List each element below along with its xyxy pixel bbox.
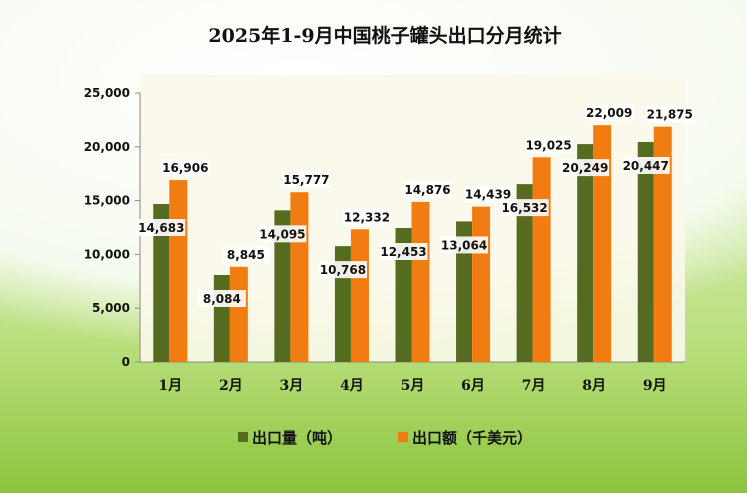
bar-value — [472, 206, 491, 362]
y-tick-label: 20,000 — [84, 140, 130, 154]
bar-volume — [516, 184, 533, 362]
x-tick-label: 5月 — [401, 378, 425, 394]
x-tick-label: 3月 — [280, 378, 304, 394]
data-label-volume: 20,447 — [623, 159, 669, 173]
value-label-box — [342, 208, 391, 226]
bar-value — [532, 157, 551, 362]
value-label-box — [221, 245, 270, 263]
x-tick-label: 6月 — [461, 378, 485, 394]
volume-label-box — [440, 236, 489, 254]
data-label-volume: 14,683 — [138, 221, 184, 235]
data-label-value: 14,876 — [404, 183, 450, 197]
data-label-value: 22,009 — [586, 106, 632, 120]
bar-value — [350, 229, 369, 362]
data-label-value: 19,025 — [525, 138, 571, 152]
data-label-volume: 14,095 — [259, 227, 305, 241]
volume-label-box — [137, 219, 186, 237]
value-label-box — [645, 105, 694, 123]
bar-volume — [153, 204, 170, 362]
x-tick-label: 4月 — [340, 378, 364, 394]
volume-label-box — [500, 199, 549, 217]
y-tick-label: 0 — [122, 355, 130, 369]
data-label-value: 15,777 — [283, 173, 329, 187]
y-tick-label: 10,000 — [84, 247, 130, 261]
volume-label-box — [561, 159, 610, 177]
legend: 出口量（吨） 出口额（千美元） — [238, 429, 532, 447]
bar-value — [229, 266, 248, 362]
volume-label-box — [197, 290, 246, 308]
bar-value — [411, 201, 430, 362]
bar-value — [169, 180, 188, 362]
value-label-box — [403, 180, 452, 198]
value-label-box — [464, 185, 513, 203]
value-label-box — [161, 159, 210, 177]
value-label-box — [585, 104, 634, 122]
value-label-box — [282, 171, 331, 189]
legend-swatch-value — [398, 432, 408, 442]
data-label-value: 21,875 — [647, 108, 693, 122]
bar-value — [593, 125, 612, 362]
x-tick-label: 8月 — [582, 378, 606, 394]
bar-volume — [456, 221, 473, 362]
legend-label-value: 出口额（千美元） — [412, 429, 532, 447]
volume-label-box — [379, 243, 428, 261]
legend-label-volume: 出口量（吨） — [252, 429, 342, 447]
bar-value — [290, 192, 309, 362]
bar-volume — [637, 141, 654, 362]
data-label-volume: 12,453 — [380, 245, 426, 259]
bar-volume — [213, 275, 230, 362]
data-label-volume: 16,532 — [501, 201, 547, 215]
data-label-volume: 10,768 — [320, 263, 366, 277]
volume-label-box — [318, 261, 367, 279]
bar-value — [653, 126, 672, 362]
x-tick-label: 2月 — [219, 378, 243, 394]
data-label-volume: 13,064 — [441, 238, 487, 252]
y-tick-label: 25,000 — [84, 86, 130, 100]
x-tick-label: 9月 — [643, 378, 667, 394]
x-tick-label: 7月 — [522, 378, 546, 394]
y-tick-label: 5,000 — [92, 301, 130, 315]
volume-label-box — [621, 156, 670, 174]
bar-volume — [577, 144, 594, 362]
bar-volume — [274, 210, 291, 362]
y-tick-label: 15,000 — [84, 194, 130, 208]
data-label-value: 12,332 — [344, 210, 390, 224]
bar-volume — [395, 228, 412, 362]
data-label-value: 16,906 — [162, 161, 208, 175]
volume-label-box — [258, 225, 307, 243]
data-label-volume: 8,084 — [203, 292, 241, 306]
chart-title: 2025年1-9月中国桃子罐头出口分月统计 — [208, 24, 561, 47]
data-label-volume: 20,249 — [562, 161, 608, 175]
value-label-box — [524, 136, 573, 154]
legend-swatch-volume — [238, 432, 248, 442]
x-tick-label: 1月 — [158, 378, 182, 394]
data-label-value: 8,845 — [227, 248, 265, 262]
data-label-value: 14,439 — [465, 188, 511, 202]
